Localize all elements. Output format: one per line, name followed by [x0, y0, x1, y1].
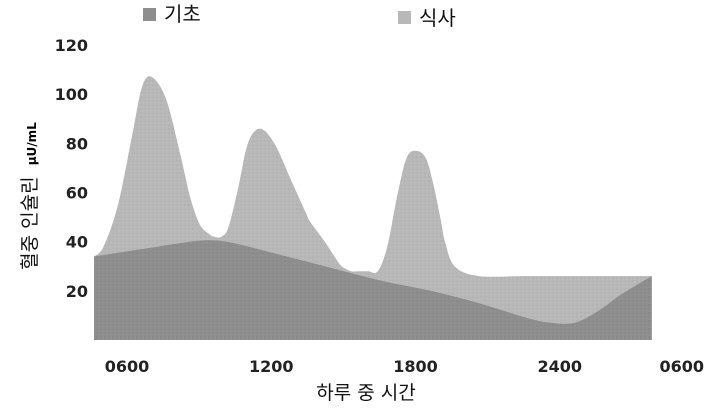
- y-tick-label-100: 100: [55, 85, 88, 104]
- y-tick-label-80: 80: [66, 134, 88, 153]
- y-tick-label-40: 40: [66, 233, 88, 252]
- y-axis-ticks: 20 40 60 80 100 120: [55, 36, 88, 301]
- x-tick-label-4: 0600: [659, 357, 704, 376]
- y-axis-unit: μU/mL: [25, 122, 39, 165]
- y-tick-label-60: 60: [66, 184, 88, 203]
- y-tick-label-20: 20: [66, 282, 88, 301]
- series-texture-basal: [94, 240, 652, 340]
- x-tick-label-2: 1800: [393, 357, 438, 376]
- x-tick-label-3: 2400: [537, 357, 582, 376]
- legend: 기초 식사: [143, 2, 456, 30]
- legend-label-meal: 식사: [419, 6, 456, 30]
- plot-areas: [94, 76, 652, 341]
- svg-text:혈중 인슐린 μU/mL: 혈중 인슐린 μU/mL: [19, 122, 41, 270]
- x-axis-ticks: 0600 1200 1800 2400 0600: [105, 357, 704, 376]
- y-axis-title: 혈중 인슐린 μU/mL: [19, 122, 41, 270]
- x-axis-label: 하루 중 시간: [316, 382, 415, 404]
- legend-swatch-basal: [143, 8, 156, 21]
- legend-label-basal: 기초: [164, 2, 201, 26]
- x-tick-label-0: 0600: [105, 357, 150, 376]
- x-tick-label-1: 1200: [249, 357, 294, 376]
- y-axis-label: 혈중 인슐린: [19, 176, 41, 269]
- legend-swatch-meal: [398, 11, 411, 24]
- y-tick-label-120: 120: [55, 36, 88, 55]
